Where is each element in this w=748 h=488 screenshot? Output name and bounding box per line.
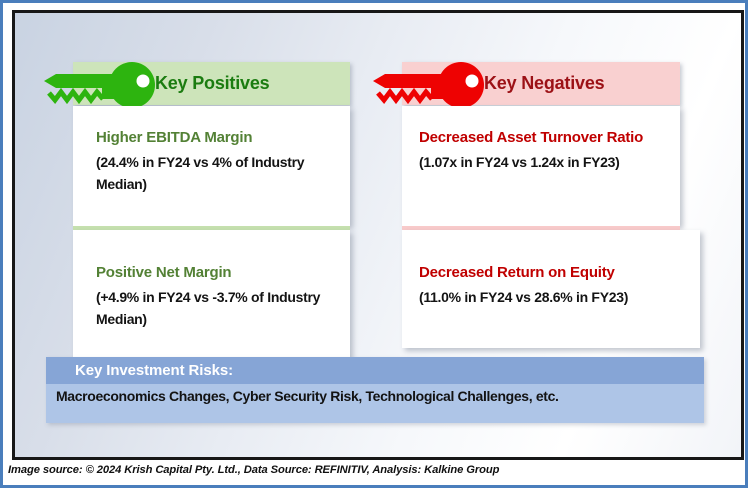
positive-item-detail: (24.4% in FY24 vs 4% of Industry Median) — [96, 154, 305, 192]
negative-item-card: Decreased Return on Equity (11.0% in FY2… — [402, 230, 700, 348]
positive-item-title: Positive Net Margin — [96, 264, 232, 281]
negative-item-detail: (1.07x in FY24 vs 1.24x in FY23) — [419, 154, 620, 170]
red-key-icon — [373, 62, 484, 108]
source-attribution: Image source: © 2024 Krish Capital Pty. … — [8, 464, 500, 476]
positive-item-detail: (+4.9% in FY24 vs -3.7% of Industry Medi… — [96, 289, 321, 327]
green-key-icon — [44, 62, 155, 108]
positive-item-card: Positive Net Margin (+4.9% in FY24 vs -3… — [73, 230, 350, 358]
key-positives-title: Key Positives — [155, 73, 270, 93]
positive-item-card: Higher EBITDA Margin (24.4% in FY24 vs 4… — [73, 106, 350, 226]
negative-item-detail: (11.0% in FY24 vs 28.6% in FY23) — [419, 289, 629, 305]
negative-item-card: Decreased Asset Turnover Ratio (1.07x in… — [402, 106, 680, 226]
negative-item-title: Decreased Asset Turnover Ratio — [419, 129, 644, 146]
negatives-separator — [402, 226, 680, 230]
investment-risks-title: Key Investment Risks: — [46, 357, 704, 384]
investment-risks-box: Key Investment Risks: Macroeconomics Cha… — [46, 357, 704, 423]
investment-risks-detail: Macroeconomics Changes, Cyber Security R… — [46, 384, 704, 423]
negative-item-title: Decreased Return on Equity — [419, 264, 615, 281]
key-negatives-title: Key Negatives — [484, 73, 605, 93]
positives-separator — [73, 226, 350, 230]
positive-item-title: Higher EBITDA Margin — [96, 129, 253, 146]
